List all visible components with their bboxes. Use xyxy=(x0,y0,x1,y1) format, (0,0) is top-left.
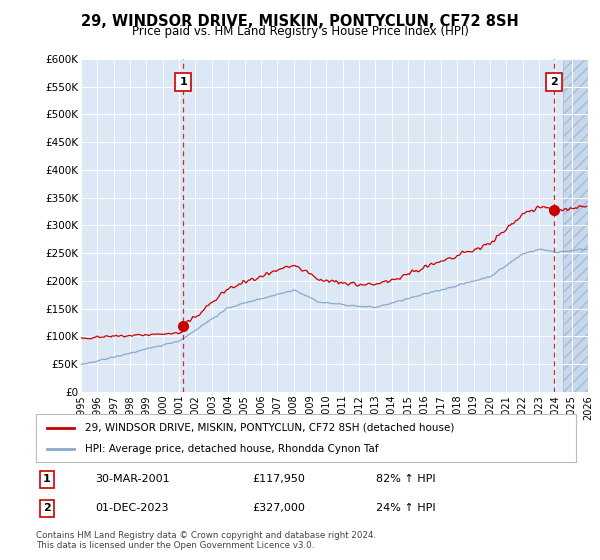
Text: £327,000: £327,000 xyxy=(252,503,305,514)
Text: 29, WINDSOR DRIVE, MISKIN, PONTYCLUN, CF72 8SH: 29, WINDSOR DRIVE, MISKIN, PONTYCLUN, CF… xyxy=(81,14,519,29)
Bar xyxy=(563,59,600,392)
Text: 82% ↑ HPI: 82% ↑ HPI xyxy=(376,474,436,484)
Text: 1: 1 xyxy=(43,474,50,484)
Text: Price paid vs. HM Land Registry's House Price Index (HPI): Price paid vs. HM Land Registry's House … xyxy=(131,25,469,38)
Bar xyxy=(563,59,600,392)
Text: 2: 2 xyxy=(43,503,50,514)
Text: 29, WINDSOR DRIVE, MISKIN, PONTYCLUN, CF72 8SH (detached house): 29, WINDSOR DRIVE, MISKIN, PONTYCLUN, CF… xyxy=(85,423,454,433)
Text: Contains HM Land Registry data © Crown copyright and database right 2024.
This d: Contains HM Land Registry data © Crown c… xyxy=(36,531,376,550)
Text: 01-DEC-2023: 01-DEC-2023 xyxy=(95,503,169,514)
Text: 30-MAR-2001: 30-MAR-2001 xyxy=(95,474,170,484)
Text: 2: 2 xyxy=(550,77,558,87)
Text: 1: 1 xyxy=(179,77,187,87)
Text: 24% ↑ HPI: 24% ↑ HPI xyxy=(376,503,436,514)
Text: £117,950: £117,950 xyxy=(252,474,305,484)
Text: HPI: Average price, detached house, Rhondda Cynon Taf: HPI: Average price, detached house, Rhon… xyxy=(85,444,378,454)
